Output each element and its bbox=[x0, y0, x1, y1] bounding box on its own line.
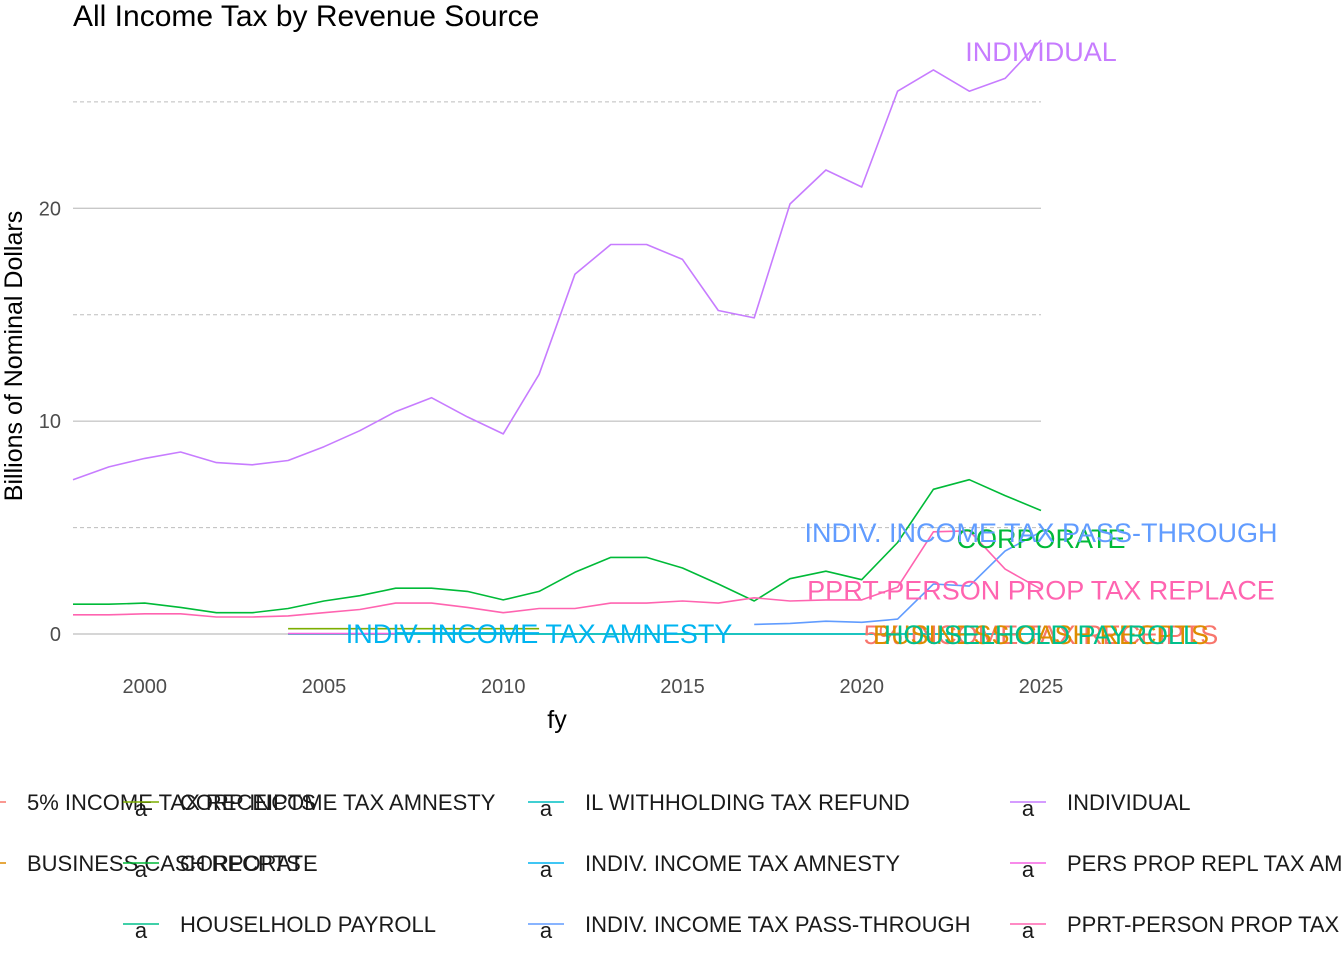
series-line bbox=[72, 39, 1042, 481]
y-tick-label: 20 bbox=[39, 198, 61, 220]
x-tick-label: 2000 bbox=[122, 676, 167, 698]
y-tick-label: 10 bbox=[39, 411, 61, 433]
legend-label: CORP INCOME TAX AMNESTY bbox=[180, 790, 496, 815]
series-end-label: CORPORATE bbox=[956, 524, 1125, 554]
legend-label: INDIV. INCOME TAX PASS-THROUGH bbox=[585, 912, 970, 937]
series-end-label: 5% INCOME TAX RECEIPTS bbox=[864, 620, 1219, 650]
series-end-label: HOUSELHOLD PAYROLL bbox=[884, 620, 1198, 650]
legend-label: PERS PROP REPL TAX AMNESTY bbox=[1067, 851, 1344, 876]
major-gridlines bbox=[73, 207, 1041, 635]
x-tick-label: 2015 bbox=[660, 676, 705, 698]
series-end-label: INDIV. INCOME TAX AMNESTY bbox=[346, 619, 733, 649]
legend-key-glyph: a bbox=[135, 796, 148, 821]
series-end-label: INDIV. INCOME TAX PASS-THROUGH bbox=[804, 518, 1277, 548]
series-line bbox=[73, 478, 1042, 614]
legend-label: INDIVIDUAL bbox=[1067, 790, 1190, 815]
series-lines bbox=[72, 39, 1042, 635]
legend-label: IL WITHHOLDING TAX REFUND bbox=[585, 790, 910, 815]
y-axis-tick-labels: 0 10 20 bbox=[39, 198, 61, 646]
series-end-label: BUSINESS CASH RECPTS bbox=[873, 620, 1209, 650]
minor-gridlines bbox=[73, 101, 1041, 529]
series-end-label: INDIVIDUAL bbox=[965, 37, 1117, 67]
chart-title: All Income Tax by Revenue Source bbox=[73, 0, 539, 33]
legend-label: BUSINESS CASH RECPTS bbox=[27, 851, 301, 876]
x-tick-label: 2025 bbox=[1019, 676, 1064, 698]
legend-key-glyph: a bbox=[135, 857, 148, 882]
x-axis-title: fy bbox=[547, 706, 567, 734]
series-line bbox=[73, 529, 1042, 618]
legend-key-glyph: a bbox=[1022, 796, 1035, 821]
legend-key-glyph: a bbox=[1022, 857, 1035, 882]
legend-label: CORPORATE bbox=[180, 851, 318, 876]
series-line bbox=[754, 531, 1042, 626]
x-tick-label: 2020 bbox=[839, 676, 884, 698]
legend-label: 5% INCOME TAX RECEIPTS bbox=[27, 790, 316, 815]
x-axis-tick-labels: 2000 2005 2010 2015 2020 2025 bbox=[122, 676, 1063, 698]
legend-label: HOUSELHOLD PAYROLL bbox=[180, 912, 436, 937]
x-tick-label: 2005 bbox=[302, 676, 347, 698]
x-tick-label: 2010 bbox=[481, 676, 526, 698]
legend-key-glyph: a bbox=[540, 918, 553, 943]
series-end-label: PPRT-PERSON PROP TAX REPLACE bbox=[807, 575, 1275, 605]
legend-key-glyph: a bbox=[1022, 918, 1035, 943]
legend-label: PPRT-PERSON PROP TAX REPLACE bbox=[1067, 912, 1344, 937]
legend: a5% INCOME TAX RECEIPTSaBUSINESS CASH RE… bbox=[0, 790, 1344, 943]
y-tick-label: 0 bbox=[50, 624, 61, 646]
legend-label: INDIV. INCOME TAX AMNESTY bbox=[585, 851, 900, 876]
legend-key-glyph: a bbox=[135, 918, 148, 943]
legend-key-glyph: a bbox=[540, 796, 553, 821]
y-axis-title: Billions of Nominal Dollars bbox=[0, 211, 28, 501]
legend-key-glyph: a bbox=[540, 857, 553, 882]
